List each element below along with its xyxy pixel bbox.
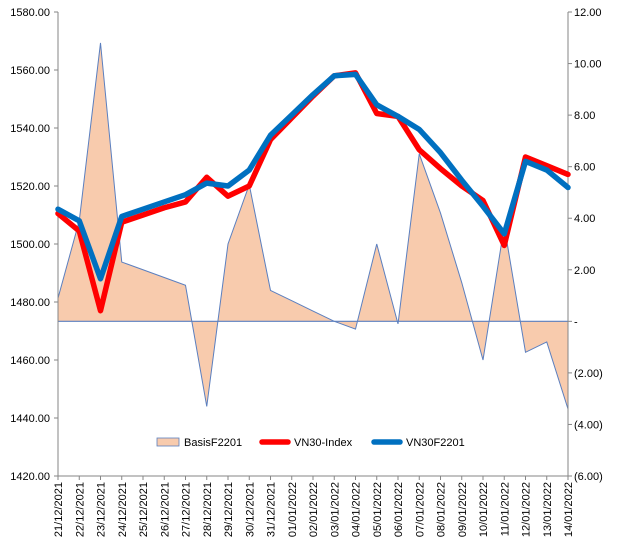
x-tick-label: 12/01/2022: [521, 482, 533, 537]
x-tick-label: 24/12/2021: [117, 482, 129, 537]
x-tick-label: 09/01/2022: [457, 482, 469, 537]
y-right-tick-label: -: [574, 316, 578, 328]
series-area-basisf2201: [58, 42, 568, 409]
x-tick-label: 06/01/2022: [393, 482, 405, 537]
x-tick-label: 29/12/2021: [223, 482, 235, 537]
y-left-tick-label: 1460.00: [10, 355, 50, 367]
x-tick-label: 05/01/2022: [372, 482, 384, 537]
tick-labels-layer: 1420.00 1440.00 1460.00 1480.00 1500.00 1520.…: [10, 7, 603, 537]
x-tick-label: 14/01/2022: [563, 482, 575, 537]
y-right-tick-label: 8.00: [574, 110, 595, 122]
y-right-tick-label: (6.00): [574, 471, 603, 483]
x-tick-label: 31/12/2021: [266, 482, 278, 537]
legend-label-vn30-index: VN30-Index: [294, 437, 353, 449]
x-tick-label: 07/01/2022: [414, 482, 426, 537]
x-tick-label: 03/01/2022: [329, 482, 341, 537]
x-tick-label: 26/12/2021: [159, 482, 171, 537]
x-tick-label: 02/01/2022: [308, 482, 320, 537]
x-tick-label: 22/12/2021: [74, 482, 86, 537]
y-left-tick-label: 1480.00: [10, 297, 50, 309]
y-right-tick-label: (2.00): [574, 368, 603, 380]
series-line-vn30f2201: [55, 71, 571, 282]
y-right-tick-label: 2.00: [574, 265, 595, 277]
x-tick-label: 04/01/2022: [351, 482, 363, 537]
y-right-tick-label: 6.00: [574, 162, 595, 174]
y-left-tick-label: 1420.00: [10, 471, 50, 483]
y-left-tick-label: 1520.00: [10, 181, 50, 193]
legend: BasisF2201 VN30-Index VN30F2201: [156, 437, 465, 449]
y-left-tick-label: 1440.00: [10, 413, 50, 425]
y-right-tick-label: 12.00: [574, 7, 602, 19]
legend-label-basisf2201: BasisF2201: [184, 437, 242, 449]
x-tick-label: 30/12/2021: [244, 482, 256, 537]
y-left-tick-label: 1580.00: [10, 7, 50, 19]
y-right-tick-label: 10.00: [574, 59, 602, 71]
x-tick-label: 08/01/2022: [436, 482, 448, 537]
x-tick-label: 11/01/2022: [499, 482, 511, 536]
basis-area-layer: [57, 42, 569, 410]
legend-label-vn30f2201: VN30F2201: [406, 437, 465, 449]
legend-swatch-basisf2201: [156, 437, 180, 447]
y-left-tick-label: 1540.00: [10, 123, 50, 135]
lines-layer: [55, 70, 571, 314]
y-right-tick-label: (4.00): [574, 419, 603, 431]
y-right-tick-label: 4.00: [574, 213, 595, 225]
x-tick-label: 10/01/2022: [478, 482, 490, 537]
axes-layer: [54, 11, 572, 480]
x-tick-label: 25/12/2021: [138, 482, 150, 537]
series-area-outline-basisf2201: [57, 42, 569, 410]
x-tick-label: 28/12/2021: [202, 482, 214, 537]
x-tick-label: 27/12/2021: [181, 482, 193, 537]
x-tick-label: 01/01/2022: [287, 482, 299, 537]
y-left-tick-label: 1500.00: [10, 239, 50, 251]
x-tick-label: 23/12/2021: [96, 482, 108, 537]
x-tick-label: 21/12/2021: [53, 482, 65, 537]
y-left-tick-label: 1560.00: [10, 65, 50, 77]
x-tick-label: 13/01/2022: [542, 482, 554, 537]
